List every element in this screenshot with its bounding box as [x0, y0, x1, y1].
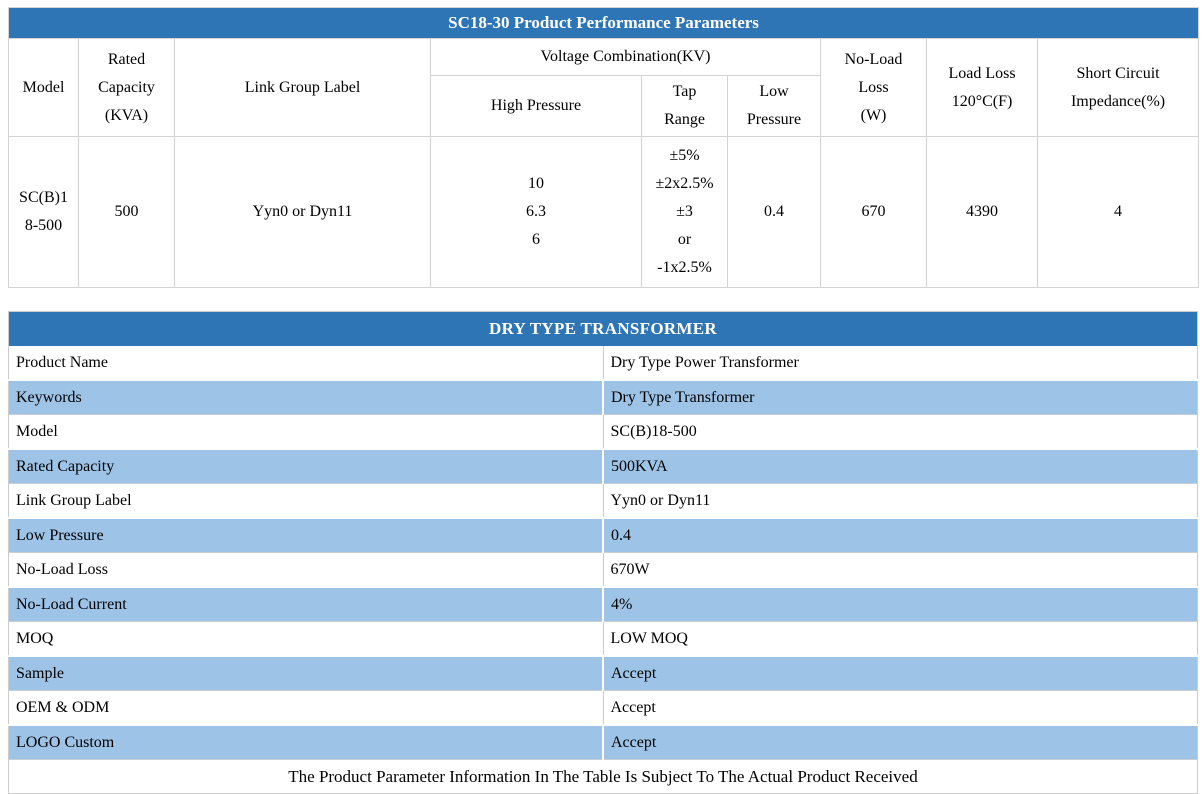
cell-short-circuit-impedance: 4 — [1036, 136, 1200, 288]
header-voltage-combination: Voltage Combination(KV) — [430, 38, 821, 76]
spec-row-sample: Sample Accept — [8, 654, 1198, 691]
header-row-top: Model Rated Capacity (KVA) Link Group La… — [8, 38, 1200, 137]
table-gap — [8, 288, 1198, 311]
spec-table: DRY TYPE TRANSFORMER Product Name Dry Ty… — [8, 311, 1198, 794]
spec-label: OEM & ODM — [8, 690, 604, 725]
spec-value: Dry Type Power Transformer — [610, 353, 799, 371]
spec-table-footer-note: The Product Parameter Information In The… — [8, 758, 1198, 793]
header-link-group-label: Link Group Label — [174, 38, 431, 137]
header-low-pressure: Low Pressure — [727, 75, 821, 137]
header-short-circuit-impedance: Short Circuit Impedance(%) — [1036, 38, 1200, 137]
spec-label: LOGO Custom — [8, 723, 604, 760]
spec-label: Low Pressure — [8, 516, 604, 553]
cell-model: SC(B)18-500 — [8, 136, 79, 288]
cell-low-pressure: 0.4 — [727, 136, 821, 288]
spec-value: 500KVA — [603, 447, 1198, 484]
cell-tap-range: ±5% ±2x2.5% ±3 or -1x2.5% — [641, 136, 728, 288]
spec-value: 670W — [610, 560, 650, 578]
spec-label: Model — [8, 414, 604, 449]
spec-table-title: DRY TYPE TRANSFORMER — [8, 311, 1198, 346]
header-load-loss: Load Loss 120°C(F) — [926, 38, 1038, 137]
cell-high-pressure: 10 6.3 6 — [430, 136, 642, 288]
header-high-pressure: High Pressure — [430, 75, 642, 137]
header-no-load-loss: No-Load Loss (W) — [820, 38, 927, 137]
spec-label: No-Load Loss — [8, 552, 604, 587]
cell-load-loss: 4390 — [926, 136, 1038, 288]
spec-row-no-load-loss: No-Load Loss 670W — [8, 552, 1198, 587]
spec-row-oem-odm: OEM & ODM Accept — [8, 690, 1198, 725]
spec-row-rated-capacity: Rated Capacity 500KVA — [8, 447, 1198, 484]
header-model: Model — [8, 38, 79, 137]
spec-row-moq: MOQ LOW MOQ — [8, 621, 1198, 656]
spec-label: Sample — [8, 654, 604, 691]
spec-row-link-group-label: Link Group Label Yyn0 or Dyn11 — [8, 483, 1198, 518]
spec-value: Accept — [603, 654, 1198, 691]
spec-title-row: DRY TYPE TRANSFORMER — [8, 311, 1198, 346]
header-rated-capacity: Rated Capacity (KVA) — [78, 38, 175, 137]
spec-label: Product Name — [8, 345, 604, 380]
spec-row-model: Model SC(B)18-500 — [8, 414, 1198, 449]
spec-value: SC(B)18-500 — [610, 422, 697, 440]
spec-value: 0.4 — [603, 516, 1198, 553]
spec-label: No-Load Current — [8, 585, 604, 622]
spec-value: LOW MOQ — [610, 629, 688, 647]
spec-footer-row: The Product Parameter Information In The… — [8, 758, 1198, 793]
performance-data-row: SC(B)18-500 500 Yyn0 or Dyn11 10 6.3 6 ±… — [8, 136, 1200, 288]
spec-value: Yyn0 or Dyn11 — [610, 491, 711, 509]
cell-rated-capacity: 500 — [78, 136, 175, 288]
spec-label: Rated Capacity — [8, 447, 604, 484]
spec-label: MOQ — [8, 621, 604, 656]
header-row-sub: High Pressure Tap Range Low Pressure — [9, 75, 1199, 137]
spec-value: Dry Type Transformer — [603, 378, 1198, 415]
cell-link-group-label: Yyn0 or Dyn11 — [174, 136, 431, 288]
performance-title-row: SC18-30 Product Performance Parameters — [7, 7, 1200, 39]
performance-table-title: SC18-30 Product Performance Parameters — [7, 7, 1200, 39]
spec-row-no-load-current: No-Load Current 4% — [8, 585, 1198, 622]
spec-row-low-pressure: Low Pressure 0.4 — [8, 516, 1198, 553]
spec-value: Accept — [603, 723, 1198, 760]
header-tap-range: Tap Range — [641, 75, 728, 137]
spec-label: Keywords — [8, 378, 604, 415]
performance-table: SC18-30 Product Performance Parameters M… — [7, 7, 1200, 288]
spec-value: 4% — [603, 585, 1198, 622]
cell-no-load-loss: 670 — [820, 136, 927, 288]
spec-row-product-name: Product Name Dry Type Power Transformer — [8, 345, 1198, 380]
spec-label: Link Group Label — [8, 483, 604, 518]
spec-value: Accept — [610, 698, 656, 716]
spec-row-keywords: Keywords Dry Type Transformer — [8, 378, 1198, 415]
spec-row-logo-custom: LOGO Custom Accept — [8, 723, 1198, 760]
